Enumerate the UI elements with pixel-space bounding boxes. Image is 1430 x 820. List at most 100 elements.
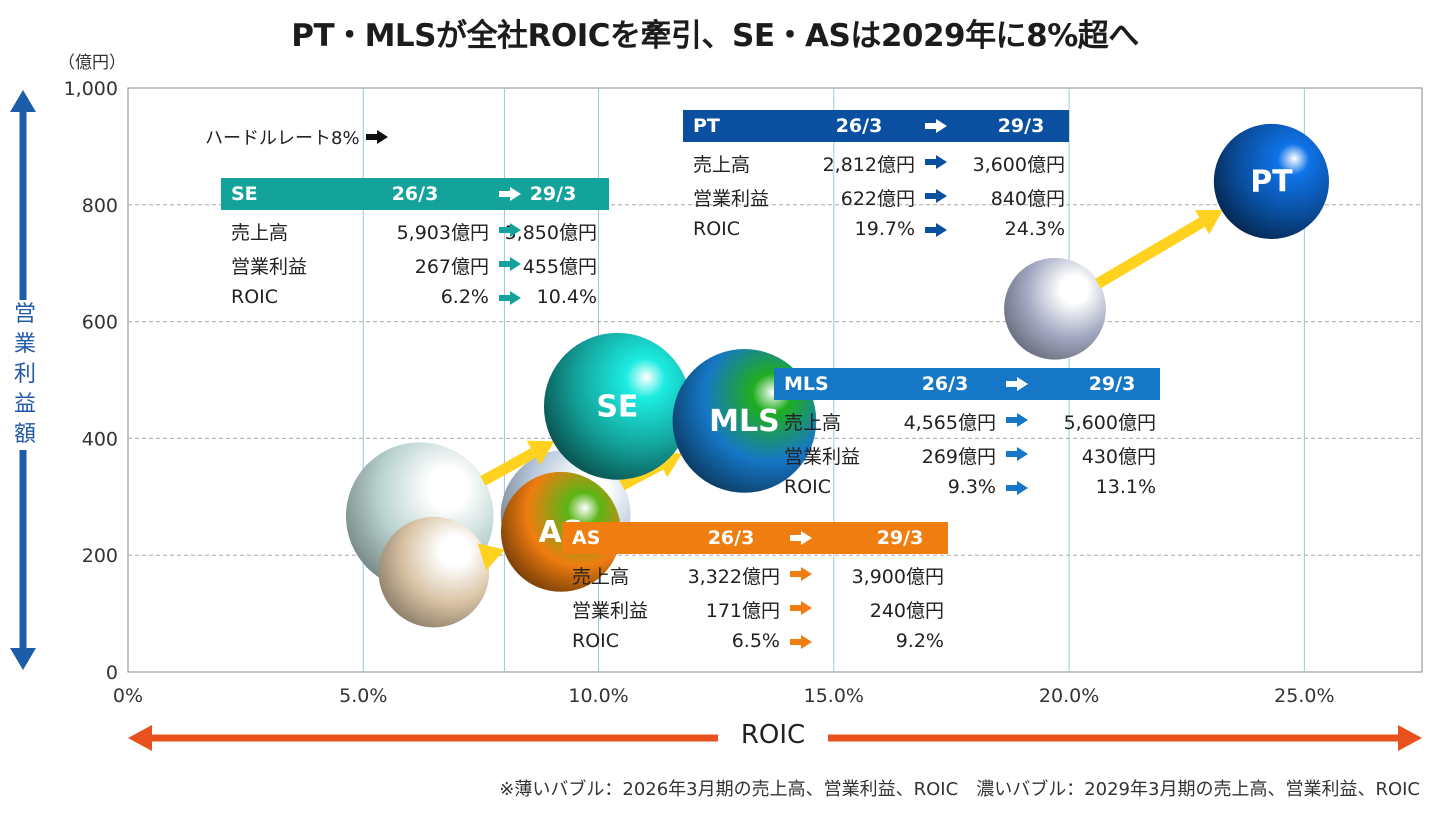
table-header: MLS 26/3 29/3 [774,368,1160,400]
arrow-right-icon [1398,725,1422,751]
arrow-right-icon [499,223,521,237]
table-to-value: 5,600億円 [1063,412,1156,434]
y-tick-label: 400 [82,428,118,450]
table-header: AS 26/3 29/3 [562,522,948,554]
table-to-value: 24.3% [1004,218,1065,240]
arrow-right-icon [499,257,521,271]
chart-title: PT・MLSが全社ROICを牽引、SE・ASは2029年に8%超へ [291,18,1139,54]
table-from-period: 26/3 [707,527,755,549]
y-axis-unit: （億円） [58,53,126,73]
table-to-value: 3,900億円 [851,566,944,588]
table-mls: MLS 26/3 29/3 売上高 4,565億円 5,600億円 営業利益 269億円 430… [774,368,1160,498]
x-tick-label: 0% [113,685,143,707]
table-to-value: 3,600億円 [972,154,1065,176]
arrow-right-icon [1006,481,1028,495]
table-from-value: 9.3% [947,476,996,498]
arrow-head-as [477,543,505,571]
y-axis-label: 営業利益額 [10,300,40,450]
table-from-period: 26/3 [391,183,439,205]
table-header: PT 26/3 29/3 [683,110,1069,142]
table-row-label: 売上高 [693,154,751,176]
table-to-value: 10.4% [536,286,597,308]
table-from-value: 6.2% [440,286,489,308]
y-axis-label-char: 業 [13,332,36,357]
arrow-se [480,448,537,486]
table-from-value: 267億円 [414,256,489,278]
arrow-right-icon [925,223,947,237]
x-tick-label: 5.0% [339,685,387,707]
arrow-right-icon [925,119,947,133]
arrow-up-icon [10,90,36,112]
x-axis-label: ROIC [718,720,828,750]
table-from-value: 269億円 [921,446,996,468]
table-to-period: 29/3 [529,183,577,205]
arrow-head-se [526,440,555,466]
table-segment-name: PT [693,115,720,137]
table-row-label: 売上高 [231,222,289,244]
bubble-as-2026 [378,516,490,628]
table-from-value: 171億円 [705,600,780,622]
table-to-value: 5,850億円 [504,222,597,244]
table-row-label: 営業利益 [231,256,308,278]
table-segment-name: MLS [784,373,829,395]
arrow-right-icon [925,155,947,169]
table-from-period: 26/3 [921,373,969,395]
table-to-period: 29/3 [876,527,924,549]
table-from-value: 6.5% [731,630,780,652]
table-se: SE 26/3 29/3 売上高 5,903億円 5,850億円営業利益 267億円 455億… [221,178,609,308]
table-to-value: 9.2% [895,630,944,652]
x-tick-label: 10.0% [568,685,628,707]
x-tick-label: 25.0% [1274,685,1334,707]
arrow-right-icon [790,567,812,581]
y-tick-label: 800 [82,195,118,217]
arrow-right-icon [1006,413,1028,427]
arrow-head-pt [1194,210,1223,235]
y-axis-label-char: 営 [13,302,36,327]
table-row-label: 営業利益 [784,446,861,468]
arrow-right-icon [790,635,812,649]
y-axis-label-char: 益 [13,392,36,417]
table-segment-name: SE [231,183,258,205]
table-from-value: 622億円 [840,188,915,210]
table-to-value: 430億円 [1081,446,1156,468]
x-tick-label: 15.0% [804,685,864,707]
y-tick-label: 1,000 [64,78,118,100]
arrow-right-icon [1006,447,1028,461]
table-to-value: 240億円 [869,600,944,622]
y-axis-label-char: 利 [13,362,36,387]
table-from-value: 3,322億円 [687,566,780,588]
bubble-label-se: SE [596,389,638,424]
y-tick-label: 600 [82,312,118,334]
bubble-label-mls: MLS [709,404,780,439]
table-row-label: 売上高 [784,412,842,434]
table-from-value: 2,812億円 [822,154,915,176]
table-header: SE 26/3 29/3 [221,178,609,210]
hurdle-rate-text: ハードルレート8% [205,128,360,149]
table-to-value: 840億円 [990,188,1065,210]
arrow-left-icon [128,725,152,751]
arrow-right-icon [499,187,521,201]
table-to-value: 13.1% [1095,476,1156,498]
table-pt: PT 26/3 29/3 売上高 2,812億円 3,600億円 営業利益 622億円 840億… [683,110,1069,240]
arrow-pt [1095,217,1205,289]
table-row-label: 売上高 [572,566,630,588]
y-tick-label: 200 [82,545,118,567]
arrow-down-icon [10,648,36,670]
table-as: AS 26/3 29/3 売上高 3,322億円 3,900億円 営業利益 171億円 240億… [562,522,948,652]
arrow-right-icon [925,189,947,203]
bubble-pt-2029 [1213,123,1330,240]
arrow-right-icon [790,531,812,545]
y-axis-label-char: 額 [13,422,36,447]
x-tick-label: 20.0% [1039,685,1099,707]
arrow-right-icon [790,601,812,615]
table-to-period: 29/3 [997,115,1045,137]
table-to-value: 455億円 [522,256,597,278]
table-row-label: 営業利益 [572,600,649,622]
table-from-value: 5,903億円 [396,222,489,244]
table-row-label: ROIC [572,630,620,652]
hurdle-rate-label: ハードルレート8% [205,124,388,150]
arrow-right-icon [1006,377,1028,391]
bubble-se-2029 [543,332,691,480]
table-row-label: ROIC [784,476,832,498]
arrow-right-icon [499,291,521,305]
